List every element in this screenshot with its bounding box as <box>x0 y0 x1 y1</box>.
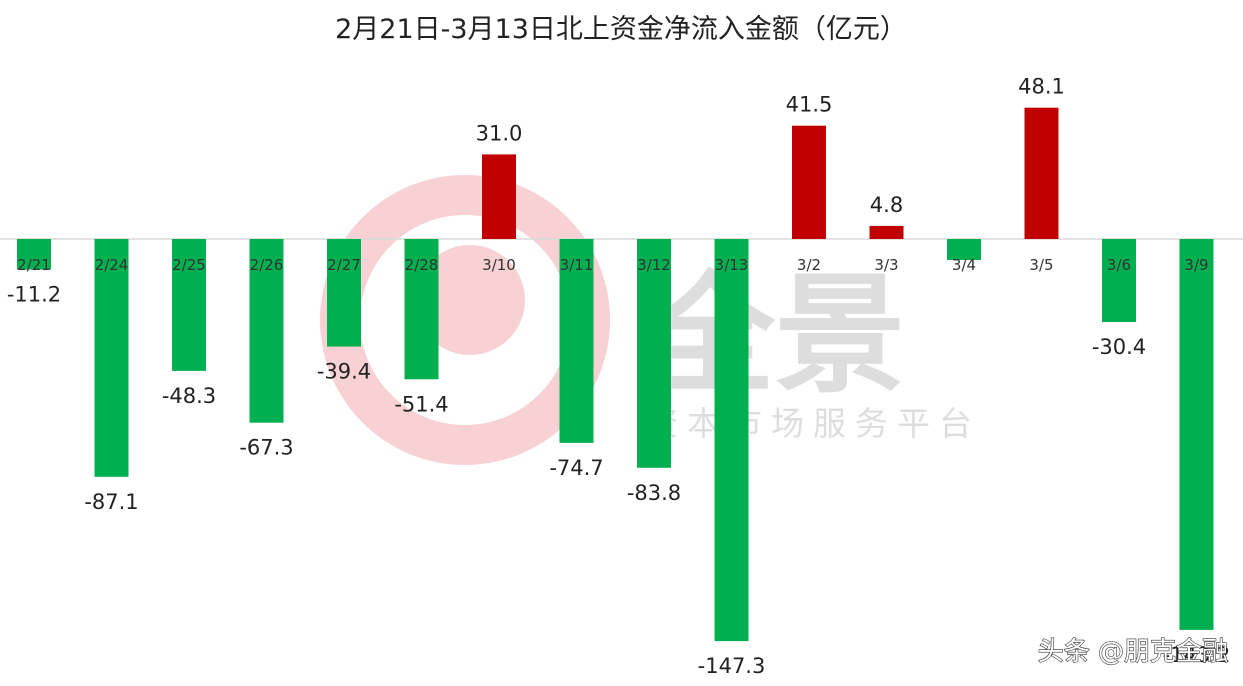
bar-2-28 <box>404 239 439 380</box>
category-label: 3/10 <box>482 256 516 274</box>
watermark-swirl-core <box>415 245 525 355</box>
watermark-logo: 全景 <box>644 259 905 411</box>
bar-2-25 <box>172 239 206 371</box>
bar-3-13 <box>714 239 749 642</box>
data-label: -30.4 <box>1092 335 1146 359</box>
category-label: 3/13 <box>715 256 749 274</box>
data-label: -83.8 <box>627 481 681 505</box>
bar-3-6 <box>1102 239 1136 322</box>
credit-text: 头条 @朋克金融 <box>1038 637 1228 667</box>
data-label: 48.1 <box>1018 75 1065 99</box>
bar-3-9 <box>1179 239 1214 630</box>
category-label: 3/2 <box>797 256 821 274</box>
bar-3-3 <box>869 225 904 239</box>
category-label: 3/12 <box>637 256 671 274</box>
chart-title: 2月21日-3月13日北上资金净流入金额（亿元） <box>335 14 907 45</box>
data-label: -147.3 <box>698 654 766 678</box>
bar-3-4 <box>947 239 981 260</box>
bar-3-2 <box>792 125 826 239</box>
bar-3-11 <box>559 239 594 443</box>
bar-2-24 <box>94 239 129 477</box>
bar-3-10 <box>482 154 516 239</box>
data-label: -11.2 <box>7 283 61 307</box>
data-label: -74.7 <box>549 456 603 480</box>
data-label: -67.3 <box>239 436 293 460</box>
category-label: 2/28 <box>405 256 439 274</box>
category-label: 2/25 <box>172 256 206 274</box>
data-label: -48.3 <box>162 384 216 408</box>
category-label: 3/11 <box>560 256 594 274</box>
category-label: 3/6 <box>1107 256 1131 274</box>
bar-2-26 <box>249 239 284 423</box>
category-label: 3/3 <box>874 256 898 274</box>
category-label: 3/4 <box>952 256 976 274</box>
bar-2-21 <box>17 239 51 270</box>
data-labels: -11.2-87.1-48.3-67.3-39.4-51.431.0-74.7-… <box>7 75 1231 678</box>
bars <box>17 107 1214 642</box>
category-label: 2/27 <box>327 256 361 274</box>
bar-3-12 <box>637 239 671 468</box>
category-label: 2/26 <box>250 256 284 274</box>
category-labels: 2/21 2/24 2/25 2/26 2/27 2/28 3/10 3/11 3/12 3/13… <box>17 256 1208 274</box>
data-label: -143.2 <box>1163 643 1231 667</box>
category-label: 2/21 <box>17 256 51 274</box>
data-label: -51.4 <box>394 392 448 416</box>
data-label: 4.8 <box>870 193 903 217</box>
bar-2-27 <box>327 239 361 347</box>
bar-3-5 <box>1024 107 1059 239</box>
data-label: -87.1 <box>84 490 138 514</box>
watermark-tagline: 资本市场服务平台 <box>645 404 981 443</box>
data-label: 41.5 <box>786 93 833 117</box>
data-label: -39.4 <box>317 360 371 384</box>
category-label: 2/24 <box>95 256 129 274</box>
data-label: 31.0 <box>476 121 523 145</box>
category-label: 3/5 <box>1029 256 1053 274</box>
category-label: 3/9 <box>1184 256 1208 274</box>
